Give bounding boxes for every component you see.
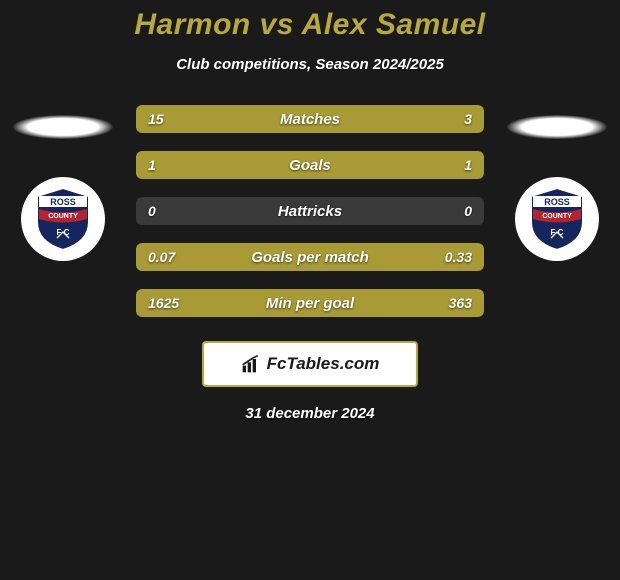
svg-text:ROSS: ROSS xyxy=(544,197,570,207)
stat-bar: 11Goals xyxy=(136,151,484,179)
stat-bar: 153Matches xyxy=(136,105,484,133)
stat-label: Hattricks xyxy=(136,197,484,225)
stat-label: Goals per match xyxy=(136,243,484,271)
player-shadow-left xyxy=(13,115,113,139)
brand-box: FcTables.com xyxy=(202,341,418,387)
brand-label: FcTables.com xyxy=(267,354,380,374)
player-shadow-right xyxy=(507,115,607,139)
stats-bars: 153Matches 11Goals 00Hattricks 0.070.33Goal… xyxy=(118,105,502,335)
club-badge-right: ROSS COUNTY F C xyxy=(515,177,599,261)
svg-text:ROSS: ROSS xyxy=(50,197,76,207)
comparison-row: ROSS COUNTY F C 153Matches 11Goals 00Hattr… xyxy=(0,105,620,335)
date-label: 31 december 2024 xyxy=(0,405,620,422)
club-badge-left: ROSS COUNTY F C xyxy=(21,177,105,261)
stat-bar: 1625363Min per goal xyxy=(136,289,484,317)
right-player-col: ROSS COUNTY F C xyxy=(502,105,612,261)
shield-icon: ROSS COUNTY F C xyxy=(527,186,587,252)
page-subtitle: Club competitions, Season 2024/2025 xyxy=(0,56,620,73)
stat-label: Goals xyxy=(136,151,484,179)
stat-bar: 00Hattricks xyxy=(136,197,484,225)
shield-icon: ROSS COUNTY F C xyxy=(33,186,93,252)
svg-text:COUNTY: COUNTY xyxy=(542,213,572,220)
stat-bar: 0.070.33Goals per match xyxy=(136,243,484,271)
stat-label: Min per goal xyxy=(136,289,484,317)
bar-chart-icon xyxy=(241,354,261,374)
svg-text:COUNTY: COUNTY xyxy=(48,213,78,220)
left-player-col: ROSS COUNTY F C xyxy=(8,105,118,261)
page-title: Harmon vs Alex Samuel xyxy=(0,8,620,42)
stat-label: Matches xyxy=(136,105,484,133)
